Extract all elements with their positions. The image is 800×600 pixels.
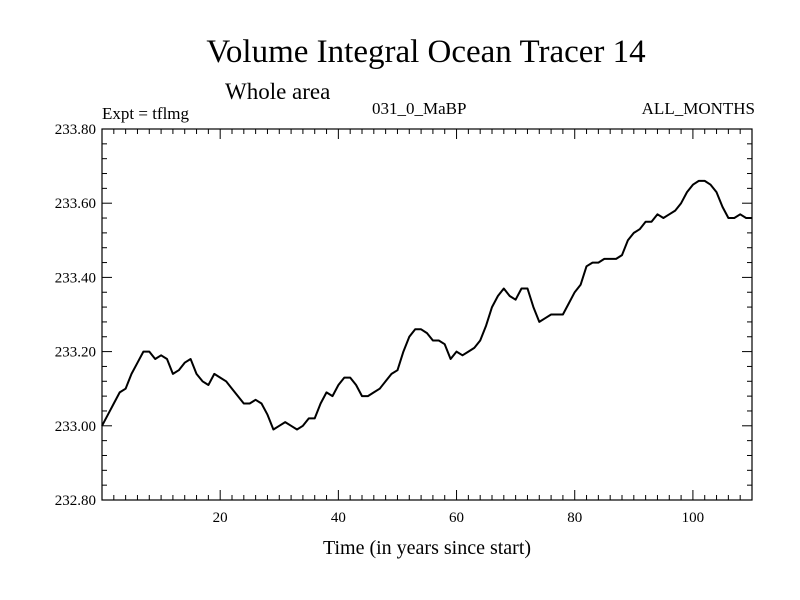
x-tick-label: 40 (331, 510, 346, 526)
run-label: 031_0_MaBP (372, 99, 467, 118)
y-tick-label: 233.60 (55, 196, 96, 212)
y-tick-label: 233.80 (55, 122, 96, 138)
x-tick-label: 80 (567, 510, 582, 526)
data-line (101, 179, 752, 431)
x-tick-labels: 20 40 60 80 100 (213, 510, 704, 526)
chart-title: Volume Integral Ocean Tracer 14 (206, 34, 646, 70)
y-tick-label: 233.20 (55, 345, 96, 361)
y-tick-label: 233.00 (55, 419, 96, 435)
chart-subtitle: Whole area (225, 79, 331, 104)
experiment-label: Expt = tflmg (102, 104, 190, 123)
x-axis-label: Time (in years since start) (323, 537, 531, 559)
y-tick-labels: 232.80 233.00 233.20 233.40 233.60 233.80 (55, 122, 96, 509)
y-tick-label: 232.80 (55, 493, 96, 509)
x-tick-label: 100 (682, 510, 705, 526)
y-tick-label: 233.40 (55, 270, 96, 286)
axis-ticks (102, 129, 752, 500)
x-tick-label: 20 (213, 510, 228, 526)
x-tick-label: 60 (449, 510, 464, 526)
plot-frame (101, 128, 753, 501)
months-label: ALL_MONTHS (641, 99, 755, 118)
